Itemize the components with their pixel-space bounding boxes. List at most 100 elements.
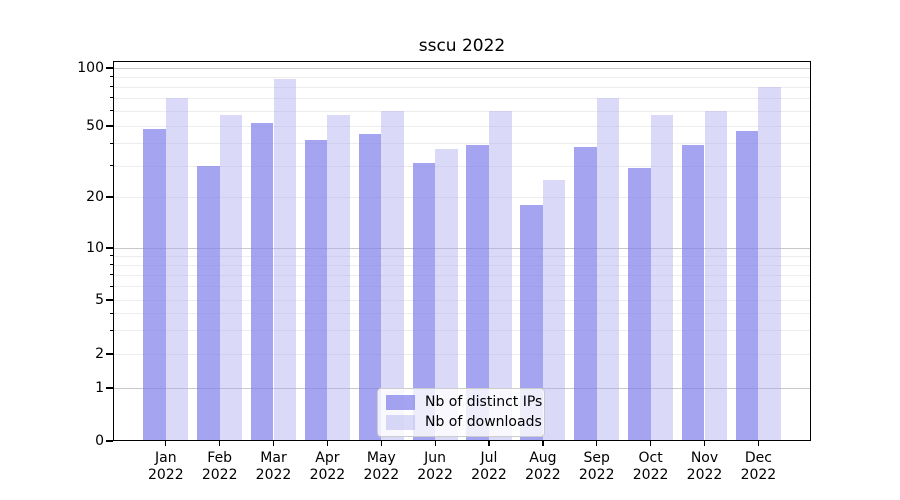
bar-distinct-ips	[574, 147, 597, 441]
minor-gridline	[113, 286, 811, 288]
minor-gridline	[113, 76, 811, 78]
bar-downloads	[327, 115, 350, 441]
y-minor-tick-mark	[109, 125, 113, 127]
bar-distinct-ips	[358, 134, 382, 441]
x-tick-label: Apr 2022	[309, 450, 346, 483]
x-tick-label: Aug 2022	[525, 450, 561, 483]
x-tick-mark	[326, 441, 329, 446]
y-minor-tick-mark	[109, 97, 113, 99]
y-tick-label: 10	[86, 240, 104, 256]
bar-downloads	[489, 110, 512, 441]
y-tick-mark	[106, 67, 113, 69]
minor-gridline	[113, 126, 811, 127]
minor-gridline	[113, 313, 811, 315]
x-tick-mark	[703, 441, 706, 446]
minor-gridline	[113, 110, 811, 112]
y-tick-label: 100	[77, 60, 104, 76]
y-minor-tick-mark	[109, 264, 113, 266]
y-tick-label: 5	[95, 292, 104, 308]
bar-distinct-ips	[412, 163, 436, 441]
x-tick-label: Feb 2022	[201, 450, 238, 483]
x-tick-label: Jan 2022	[147, 450, 184, 483]
bar-distinct-ips	[681, 145, 705, 441]
y-minor-tick-mark	[109, 329, 113, 331]
minor-gridline	[113, 354, 811, 355]
y-tick-label: 0	[95, 433, 104, 449]
minor-gridline	[113, 330, 811, 332]
minor-gridline	[113, 255, 811, 257]
legend-item-label: Nb of downloads	[425, 414, 542, 430]
bar-downloads	[704, 110, 728, 441]
major-gridline	[113, 248, 811, 249]
x-tick-mark	[165, 441, 167, 446]
x-tick-mark	[757, 441, 760, 446]
x-tick-mark	[542, 441, 544, 446]
x-tick-mark	[272, 441, 275, 446]
chart-title: sscu 2022	[418, 36, 506, 56]
y-minor-tick-mark	[109, 165, 113, 167]
x-tick-mark	[219, 441, 221, 446]
major-gridline	[113, 68, 811, 69]
y-minor-tick-mark	[109, 76, 113, 78]
x-tick-label: May 2022	[363, 450, 400, 483]
minor-gridline	[113, 197, 811, 198]
y-minor-tick-mark	[109, 285, 113, 287]
bar-downloads	[435, 149, 458, 441]
x-tick-label: Dec 2022	[740, 450, 777, 483]
y-tick-mark	[106, 387, 113, 389]
x-tick-mark	[380, 441, 382, 446]
x-tick-label: Jul 2022	[471, 450, 507, 483]
y-minor-tick-mark	[109, 196, 113, 198]
y-minor-tick-mark	[109, 312, 113, 314]
minor-gridline	[113, 300, 811, 301]
x-tick-label: Sep 2022	[578, 450, 615, 483]
minor-gridline	[113, 97, 811, 99]
y-minor-tick-mark	[109, 86, 113, 88]
bar-distinct-ips	[304, 139, 328, 441]
legend-item: Nb of downloads	[386, 414, 542, 430]
bar-downloads	[650, 115, 674, 441]
bar-downloads	[542, 179, 566, 441]
legend-item-label: Nb of distinct IPs	[425, 394, 543, 410]
x-tick-mark	[488, 441, 490, 446]
y-minor-tick-mark	[109, 142, 113, 144]
downloads-swatch	[386, 414, 415, 430]
bar-distinct-ips	[143, 129, 166, 441]
bar-distinct-ips	[520, 204, 543, 441]
bar-downloads	[219, 115, 243, 441]
y-minor-tick-mark	[109, 299, 113, 301]
x-tick-mark	[596, 441, 598, 446]
x-tick-mark	[434, 441, 436, 446]
bar-downloads	[596, 97, 620, 441]
y-tick-label: 20	[86, 189, 104, 205]
bar-distinct-ips	[466, 145, 489, 441]
x-tick-label: Jun 2022	[417, 450, 453, 483]
y-minor-tick-mark	[109, 353, 113, 355]
legend-item: Nb of distinct IPs	[386, 394, 542, 410]
y-tick-label: 1	[95, 380, 104, 396]
minor-gridline	[113, 264, 811, 266]
bar-distinct-ips	[735, 130, 759, 441]
minor-gridline	[113, 274, 811, 276]
bar-downloads	[165, 97, 189, 441]
y-tick-mark	[106, 440, 113, 442]
distinct-ips-swatch	[386, 394, 415, 410]
x-tick-label: Nov 2022	[686, 450, 723, 483]
bar-downloads	[758, 86, 781, 441]
bar-distinct-ips	[197, 165, 220, 441]
x-tick-label: Mar 2022	[255, 450, 292, 483]
bar-downloads	[381, 110, 404, 441]
minor-gridline	[113, 86, 811, 88]
bar-distinct-ips	[628, 168, 651, 441]
y-tick-label: 50	[86, 118, 104, 134]
minor-gridline	[113, 143, 811, 145]
y-minor-tick-mark	[109, 255, 113, 257]
legend: Nb of distinct IPs Nb of downloads	[377, 388, 545, 437]
x-tick-label: Oct 2022	[632, 450, 669, 483]
minor-gridline	[113, 165, 811, 167]
y-tick-label: 2	[95, 346, 104, 362]
y-minor-tick-mark	[109, 110, 113, 112]
x-tick-mark	[650, 441, 652, 446]
y-minor-tick-mark	[109, 274, 113, 276]
